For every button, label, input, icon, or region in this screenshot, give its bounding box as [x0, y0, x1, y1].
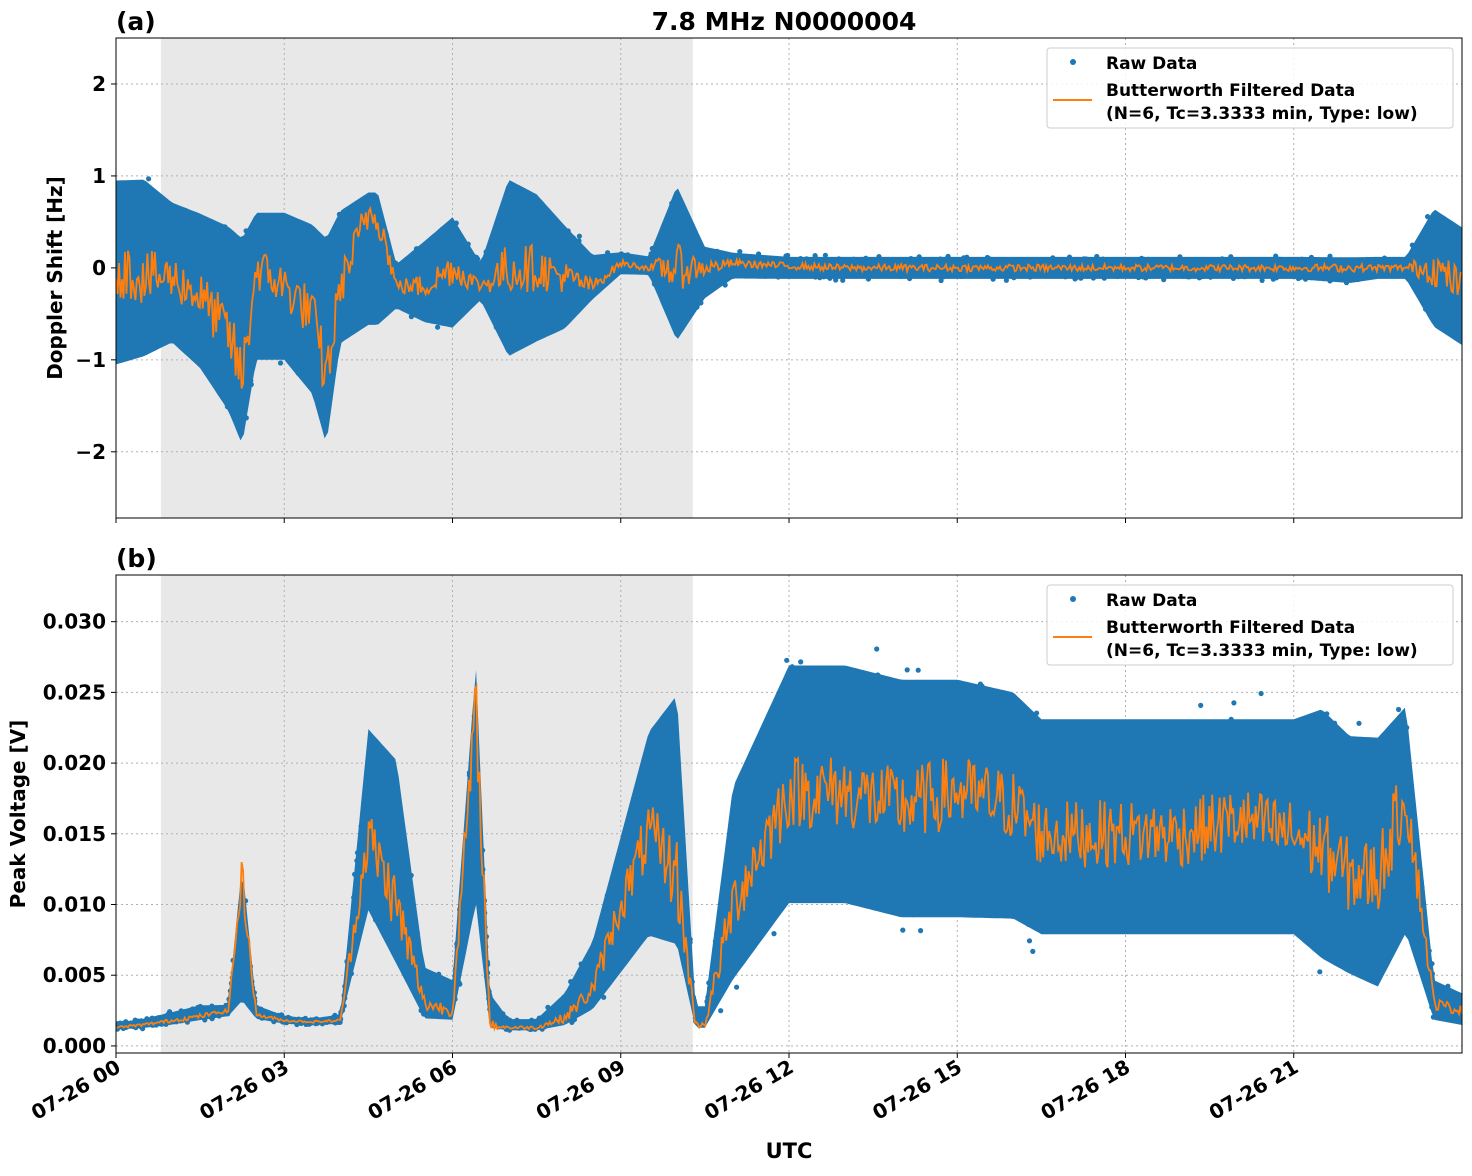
y-tick-label: 0	[92, 256, 106, 280]
raw-data-point	[577, 234, 582, 239]
raw-data-point	[278, 360, 283, 365]
raw-data-point	[798, 659, 803, 664]
raw-data-point	[916, 668, 921, 673]
raw-data-point	[784, 658, 789, 663]
raw-data-point	[1259, 691, 1264, 696]
raw-data-point	[771, 931, 776, 936]
panel-label: (a)	[116, 7, 156, 36]
raw-data-point	[1198, 703, 1203, 708]
raw-data-point	[1317, 969, 1322, 974]
raw-data-point	[435, 325, 440, 330]
legend-raw-label: Raw Data	[1106, 54, 1197, 74]
panel-a: −2 −1 0 1 2 (a) Doppler Shift [Hz] Raw Data Butt…	[43, 7, 1464, 523]
raw-data-point	[918, 928, 923, 933]
y-axis-label: Doppler Shift [Hz]	[43, 176, 67, 380]
y-tick-label: −1	[75, 348, 106, 372]
raw-data-point	[905, 667, 910, 672]
x-axis-label: UTC	[766, 1139, 813, 1163]
y-tick-label: −2	[75, 440, 106, 464]
y-tick-label: 2	[92, 72, 106, 96]
raw-data-point	[718, 1008, 723, 1013]
raw-data-point	[1027, 938, 1032, 943]
raw-data-point	[1030, 949, 1035, 954]
chart-title: 7.8 MHz N0000004	[652, 7, 917, 36]
legend-filtered-label: Butterworth Filtered Data	[1106, 81, 1355, 101]
panel-b: 0.0000.0050.0100.0150.0200.0250.03007-26…	[6, 544, 1464, 1125]
raw-data-point	[1396, 707, 1401, 712]
legend-raw-marker	[1070, 59, 1076, 65]
raw-data-point	[1356, 721, 1361, 726]
legend-filtered-params: (N=6, Tc=3.3333 min, Type: low)	[1106, 104, 1418, 124]
raw-data-point	[900, 928, 905, 933]
legend: Raw Data Butterworth Filtered Data (N=6, T…	[1047, 48, 1453, 128]
raw-data-point	[146, 176, 151, 181]
y-tick-label: 1	[92, 164, 106, 188]
raw-data-point	[734, 985, 739, 990]
